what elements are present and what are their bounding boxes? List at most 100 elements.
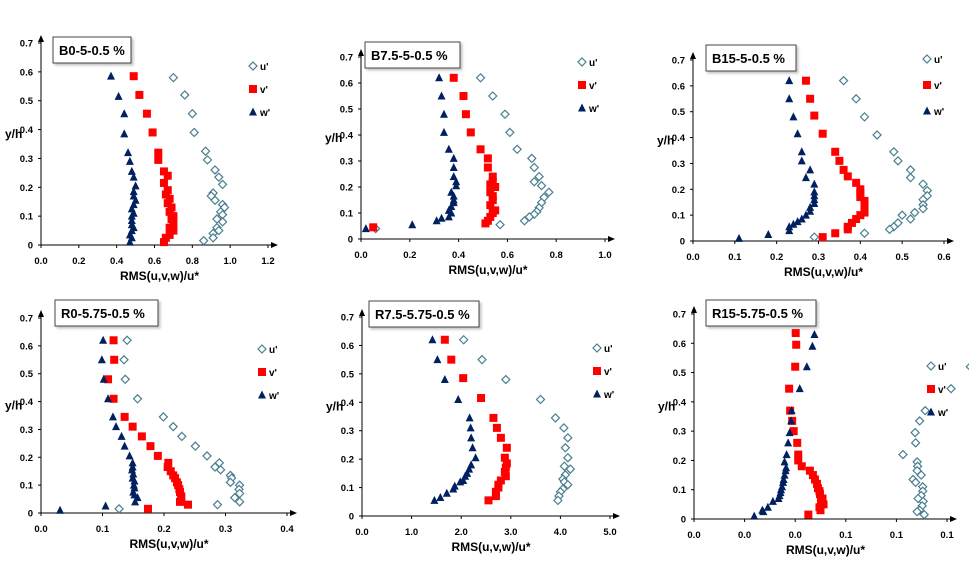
data-point	[502, 443, 511, 452]
y-tick-label: 0.3	[20, 154, 33, 165]
x-tick-label: 0.6	[501, 250, 514, 261]
data-point	[104, 394, 113, 403]
y-tick-label: 0.7	[340, 53, 353, 64]
data-point	[144, 504, 153, 513]
legend-label: v'	[589, 81, 597, 92]
data-point	[131, 181, 140, 190]
y-tick-label: 0.5	[673, 368, 687, 379]
data-point	[501, 463, 510, 472]
y-tick-label: 0.3	[20, 425, 33, 436]
y-axis-arrow-icon	[690, 52, 696, 59]
data-point	[918, 179, 928, 189]
x-axis-title: RMS(u,v,w)/u*	[448, 263, 527, 277]
y-tick-label: 0.5	[341, 369, 355, 380]
data-point	[809, 232, 820, 242]
data-point	[146, 442, 155, 451]
data-point	[801, 173, 810, 182]
data-point	[489, 413, 498, 422]
series-u	[114, 335, 245, 514]
y-axis-arrow-icon	[358, 49, 364, 56]
data-point	[208, 232, 218, 243]
series-u	[168, 72, 230, 246]
data-point	[793, 438, 802, 447]
x-tick-label: 0.1	[96, 524, 110, 535]
y-tick-label: 0.6	[341, 341, 354, 352]
y-tick-label: 0.7	[20, 39, 33, 50]
x-tick-label: 1.0	[405, 527, 418, 538]
data-point	[475, 72, 486, 83]
data-point	[104, 375, 113, 384]
legend-label: w'	[268, 391, 279, 402]
y-tick-label: 0.1	[341, 483, 355, 494]
series-w	[750, 330, 819, 520]
data-point	[488, 172, 497, 181]
data-point	[780, 457, 789, 466]
x-tick-label: 0.4	[452, 250, 466, 261]
legend-marker	[926, 361, 936, 371]
legend: u' v' w'	[926, 361, 948, 419]
legend-marker	[248, 61, 258, 71]
data-point	[831, 147, 840, 156]
data-point	[444, 144, 453, 153]
series-v	[801, 76, 869, 242]
series-w	[361, 73, 461, 233]
data-point	[440, 375, 449, 384]
data-point	[805, 466, 814, 475]
y-tick-label: 0.2	[340, 183, 353, 194]
chart-panel: 0.0 0.2 0.4 0.6 0.8 1.0 0 0.1 0.2 0.3 0.4 0.5 0.6 0.7…	[325, 41, 615, 277]
data-point	[217, 217, 228, 227]
legend-label: w'	[588, 104, 599, 115]
data-point	[154, 148, 163, 157]
data-point	[442, 488, 451, 497]
data-point	[910, 477, 921, 488]
data-point	[791, 329, 800, 338]
y-tick-label: 0.3	[340, 157, 353, 168]
y-tick-label: 0.3	[672, 159, 685, 170]
x-tick-label: 0.1	[728, 252, 742, 263]
data-point	[562, 452, 573, 463]
data-point	[859, 112, 870, 122]
data-point	[806, 206, 815, 215]
data-point	[806, 94, 815, 103]
x-tick-label: 0.4	[854, 252, 868, 263]
series-u	[458, 334, 576, 506]
x-tick-label: 1.2	[261, 256, 274, 267]
data-point	[169, 226, 178, 235]
legend-label: u'	[938, 362, 947, 373]
series-u	[898, 363, 969, 520]
data-point	[122, 335, 132, 346]
data-point	[125, 237, 134, 246]
data-point	[905, 172, 916, 183]
legend-marker	[249, 107, 257, 116]
data-point	[229, 492, 240, 503]
data-point	[544, 187, 554, 198]
legend: u' v' w'	[592, 343, 614, 401]
data-point	[452, 181, 461, 190]
legend: u' v' w'	[248, 61, 270, 119]
data-point	[432, 216, 441, 225]
data-point	[169, 219, 178, 228]
legend: u' v' w'	[577, 57, 599, 115]
data-point	[165, 207, 174, 216]
data-point	[859, 228, 870, 239]
data-point	[785, 384, 794, 393]
x-tick-label: 1.0	[224, 256, 237, 267]
data-point	[815, 490, 824, 499]
data-point	[436, 493, 445, 502]
data-point	[484, 496, 493, 505]
data-point	[534, 171, 544, 182]
y-tick-label: 0.4	[20, 125, 34, 136]
x-axis-arrow-icon	[950, 516, 957, 522]
data-point	[468, 443, 477, 452]
data-point	[198, 235, 209, 246]
data-point	[108, 412, 117, 421]
data-point	[428, 335, 437, 344]
data-point	[187, 108, 198, 119]
data-point	[159, 238, 168, 247]
legend-label: w'	[259, 108, 270, 119]
y-tick-label: 0.7	[20, 314, 33, 325]
data-point	[109, 336, 118, 345]
y-tick-label: 0.1	[672, 211, 686, 222]
data-point	[785, 76, 794, 85]
